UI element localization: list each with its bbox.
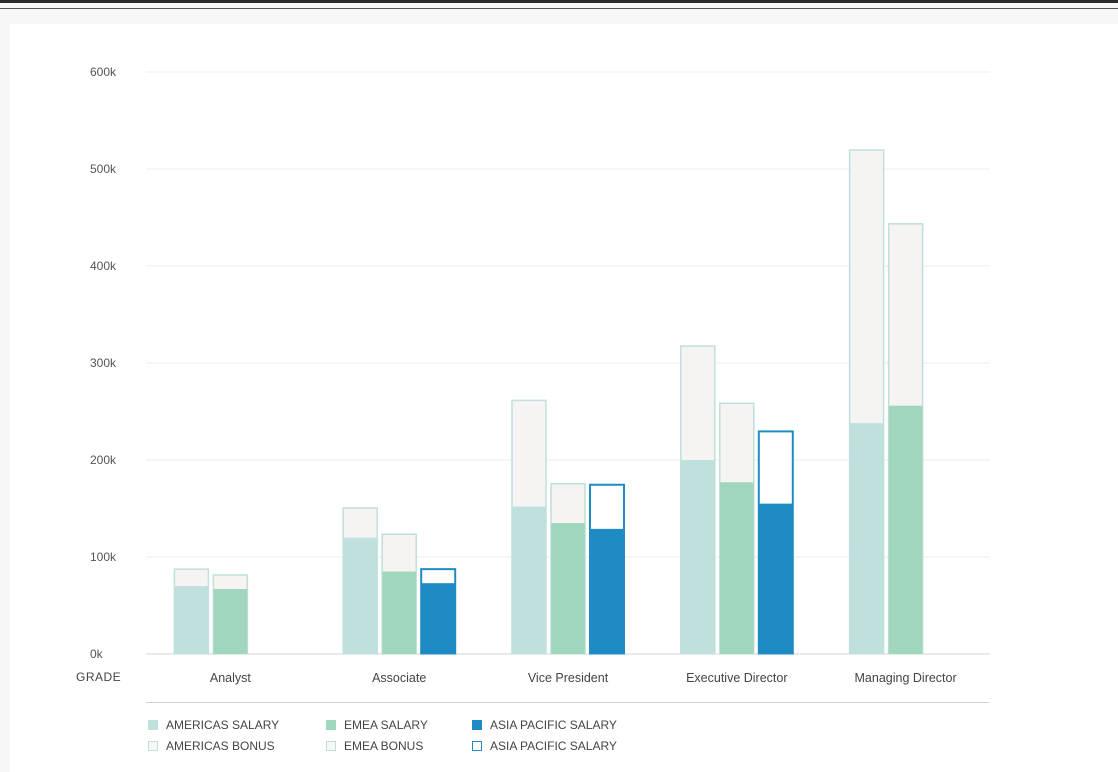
legend-label: AMERICAS BONUS: [166, 739, 275, 753]
x-axis-label: GRADE: [76, 670, 122, 684]
top-rule: [0, 0, 1118, 3]
y-tick-label: 0k: [90, 647, 104, 661]
legend-item-emea-bonus: EMEA BONUS: [326, 739, 472, 753]
legend-item-asia-pacific-bonus: ASIA PACIFIC SALARY: [472, 739, 672, 753]
x-tick-label: Managing Director: [855, 671, 957, 685]
legend-swatch: [326, 741, 336, 751]
legend-item-emea-salary: EMEA SALARY: [326, 718, 472, 732]
legend-item-asia-pacific-salary: ASIA PACIFIC SALARY: [472, 718, 672, 732]
y-tick-label: 400k: [90, 259, 117, 273]
bar-salary-emea: [382, 571, 416, 654]
legend-swatch: [326, 720, 336, 730]
x-tick-label: Analyst: [210, 671, 252, 685]
bar-salary-asia-pacific: [759, 503, 793, 654]
legend: AMERICAS SALARY EMEA SALARY ASIA PACIFIC…: [148, 718, 672, 753]
bar-salary-americas: [681, 460, 715, 654]
legend-label: ASIA PACIFIC SALARY: [490, 739, 617, 753]
legend-swatch: [148, 741, 158, 751]
legend-swatch: [472, 720, 482, 730]
legend-swatch: [148, 720, 158, 730]
bar-salary-emea: [551, 523, 585, 654]
salary-bonus-chart: 0k 100k 200k 300k 400k 500k 600k Analyst Associa…: [90, 65, 990, 685]
legend-label: ASIA PACIFIC SALARY: [490, 718, 617, 732]
legend-swatch: [472, 741, 482, 751]
bar-salary-americas: [343, 537, 377, 654]
y-tick-label: 600k: [90, 65, 117, 79]
top-rule-thin: [0, 8, 1118, 9]
legend-item-americas-bonus: AMERICAS BONUS: [148, 739, 326, 753]
x-tick-label: Executive Director: [686, 671, 787, 685]
legend-label: EMEA BONUS: [344, 739, 424, 753]
bar-salary-americas: [512, 506, 546, 654]
bar-salary-asia-pacific: [590, 528, 624, 654]
y-tick-label: 300k: [90, 356, 117, 370]
bar-salary-emea: [213, 589, 248, 654]
legend-label: AMERICAS SALARY: [166, 718, 280, 732]
legend-item-americas-salary: AMERICAS SALARY: [148, 718, 326, 732]
legend-label: EMEA SALARY: [344, 718, 428, 732]
y-tick-label: 100k: [90, 550, 117, 564]
y-tick-label: 200k: [90, 453, 117, 467]
bar-salary-americas: [174, 586, 209, 654]
bar-salary-asia-pacific: [421, 583, 455, 654]
x-tick-label: Vice President: [528, 671, 609, 685]
bar-salary-americas: [849, 423, 884, 654]
bar-salary-emea: [720, 482, 754, 654]
legend-divider: [146, 702, 989, 703]
x-tick-label: Associate: [372, 671, 426, 685]
y-tick-label: 500k: [90, 162, 117, 176]
bar-salary-emea: [888, 405, 923, 654]
